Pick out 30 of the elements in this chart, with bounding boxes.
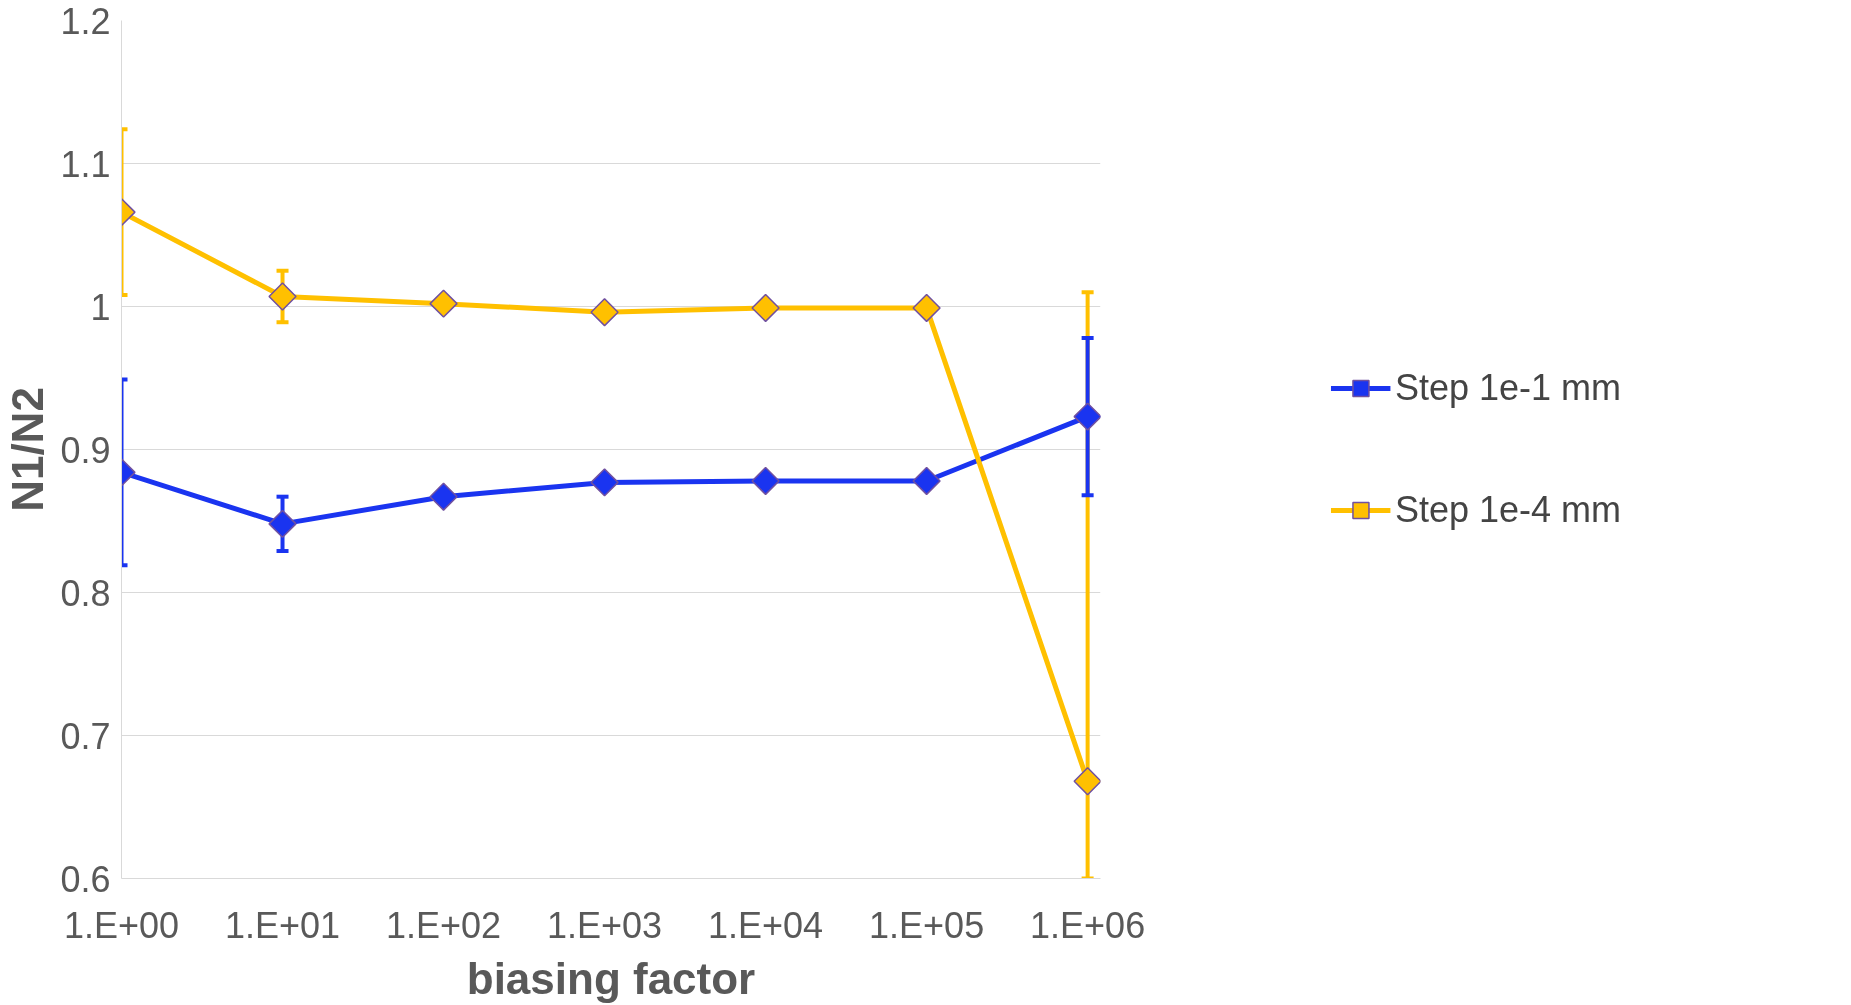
y-tick-label: 0.6 bbox=[60, 858, 111, 900]
point bbox=[429, 482, 458, 511]
point bbox=[1073, 767, 1101, 796]
point bbox=[1073, 402, 1101, 431]
y-tick-label: 1.1 bbox=[60, 143, 111, 185]
x-tick-label: 1.E+00 bbox=[63, 904, 180, 946]
point bbox=[751, 466, 780, 496]
point bbox=[429, 289, 458, 318]
point bbox=[590, 298, 619, 327]
point bbox=[268, 509, 297, 539]
x-tick-label: 1.E+05 bbox=[869, 904, 985, 946]
point bbox=[912, 293, 941, 323]
y-tick-label: 0.9 bbox=[60, 429, 111, 471]
x-tick-label: 1.E+01 bbox=[224, 904, 341, 946]
x-tick-label: 1.E+04 bbox=[708, 904, 824, 946]
y-tick-label: 0.8 bbox=[60, 572, 111, 614]
x-axis-title: biasing factor bbox=[466, 953, 756, 1003]
legend-label: Step 1e-1 mm bbox=[1394, 367, 1622, 409]
x-tick-label: 1.E+03 bbox=[547, 904, 663, 946]
y-tick-label: 1 bbox=[90, 286, 111, 328]
point bbox=[751, 293, 780, 323]
point bbox=[912, 466, 941, 496]
x-tick-label: 1.E+06 bbox=[1030, 904, 1146, 946]
y-axis-title: N1/N2 bbox=[3, 387, 53, 512]
point bbox=[590, 468, 619, 497]
y-tick-label: 1.2 bbox=[60, 0, 111, 42]
x-tick-label: 1.E+02 bbox=[385, 904, 502, 946]
point bbox=[268, 282, 297, 311]
y-tick-label: 0.7 bbox=[60, 715, 111, 757]
legend-label: Step 1e-4 mm bbox=[1394, 489, 1622, 531]
